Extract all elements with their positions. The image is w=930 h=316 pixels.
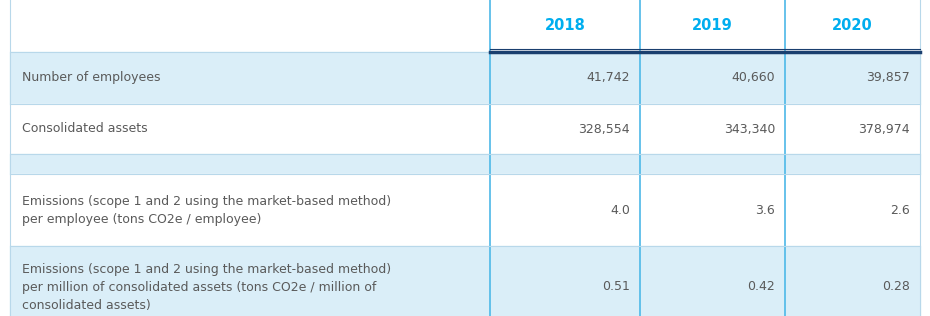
Text: Emissions (scope 1 and 2 using the market-based method)
per employee (tons CO2e : Emissions (scope 1 and 2 using the marke… [22,195,392,226]
Text: 40,660: 40,660 [731,71,775,84]
Bar [10,52,920,104]
Bar [10,0,920,52]
Bar [10,246,920,316]
Text: 328,554: 328,554 [578,123,630,136]
Text: 2018: 2018 [545,19,586,33]
Text: 41,742: 41,742 [587,71,630,84]
Text: 378,974: 378,974 [858,123,910,136]
Text: 2019: 2019 [692,19,733,33]
Text: Consolidated assets: Consolidated assets [22,123,148,136]
Text: 2020: 2020 [832,19,873,33]
Text: 0.51: 0.51 [602,281,630,294]
Bar [10,104,920,154]
Text: 2.6: 2.6 [890,204,910,216]
Text: 343,340: 343,340 [724,123,775,136]
Text: 0.28: 0.28 [883,281,910,294]
Text: 0.42: 0.42 [747,281,775,294]
Text: Number of employees: Number of employees [22,71,161,84]
Text: 3.6: 3.6 [755,204,775,216]
Bar [10,174,920,246]
Text: Emissions (scope 1 and 2 using the market-based method)
per million of consolida: Emissions (scope 1 and 2 using the marke… [22,263,392,312]
Text: 39,857: 39,857 [866,71,910,84]
Text: 4.0: 4.0 [610,204,630,216]
Bar [10,154,920,174]
